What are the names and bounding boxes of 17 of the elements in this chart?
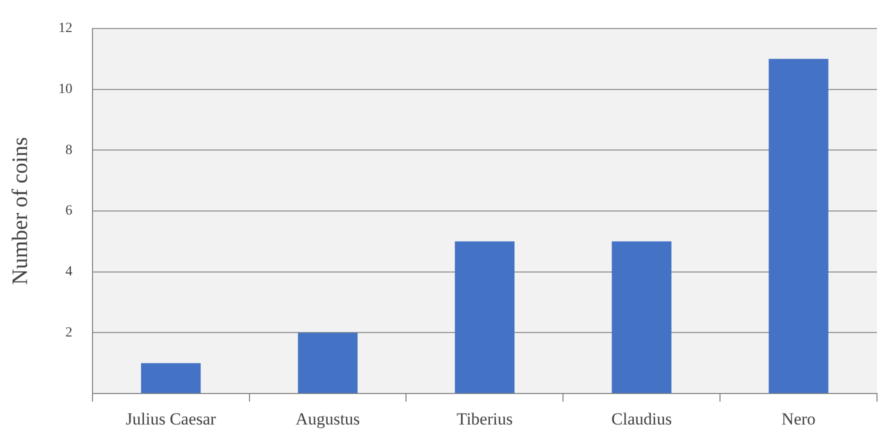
y-axis-title: Number of coins	[6, 137, 32, 285]
x-tick-label: Claudius	[611, 409, 672, 428]
x-tick-label: Tiberius	[456, 409, 513, 428]
y-tick-label: 2	[65, 325, 72, 340]
y-tick-label: 10	[58, 82, 72, 97]
y-tick-label: 4	[65, 264, 72, 280]
y-tick-label: 12	[58, 21, 72, 36]
x-tick-label: Julius Caesar	[126, 409, 216, 428]
y-tick-label: 8	[65, 142, 72, 158]
bar	[141, 363, 201, 394]
bar	[612, 241, 672, 394]
bar	[454, 241, 515, 394]
bar	[298, 332, 358, 394]
y-tick-label: 6	[65, 204, 72, 219]
bar	[768, 58, 828, 394]
x-tick-label: Augustus	[296, 409, 360, 428]
x-tick-label: Nero	[782, 409, 816, 428]
